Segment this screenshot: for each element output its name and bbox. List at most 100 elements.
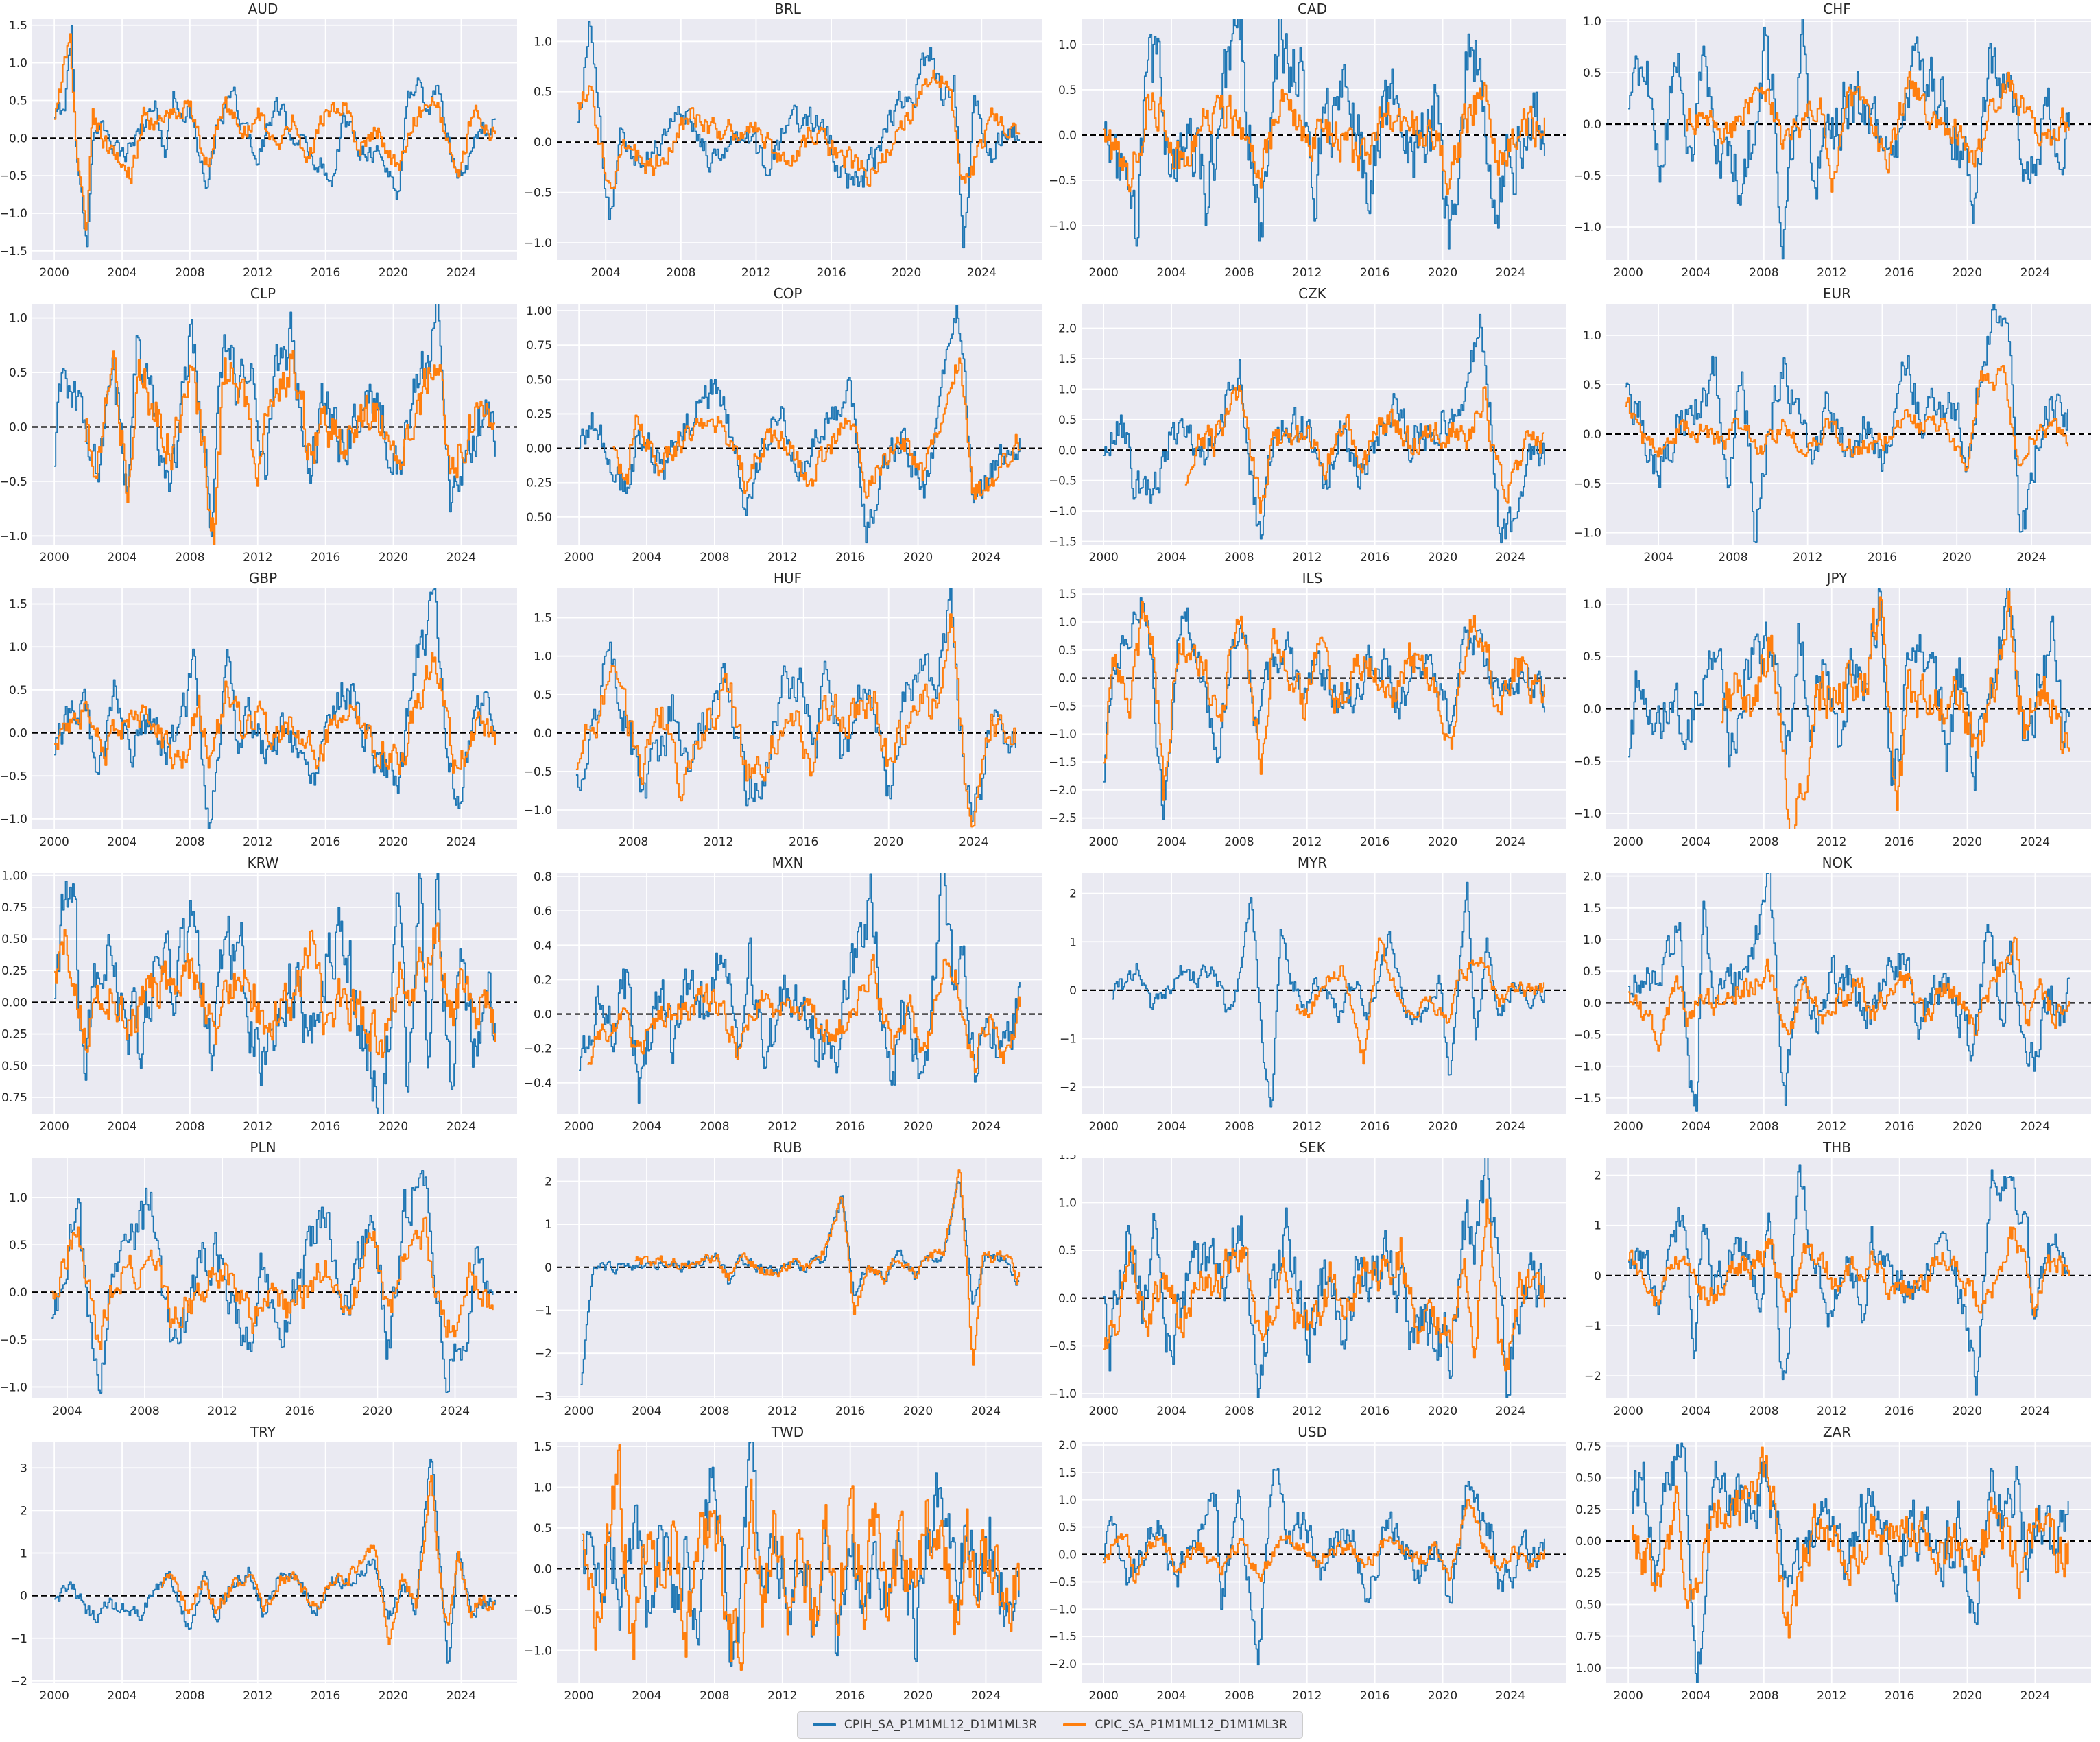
chart-plot: −1.0 −0.5 0.0 0.5 1.0 2000 2004 2008 2012 2016 202… [1, 304, 517, 564]
svg-text:2000: 2000 [40, 1689, 69, 1703]
chart: MXN −0.4 −0.2 0.0 0.2 0.4 0.6 0.8 2000 2004 2008 2… [525, 854, 1050, 1138]
svg-text:2012: 2012 [767, 551, 797, 564]
chart: GBP −1.0 −0.5 0.0 0.5 1.0 1.5 2000 2004 2008 2012… [1, 569, 525, 854]
svg-text:0.5: 0.5 [534, 1522, 552, 1536]
chart: RUB −3 −2 −1 0 1 2 2000 2004 2008 2012 2016 2020 202… [525, 1138, 1050, 1423]
svg-text:0.25: 0.25 [526, 407, 552, 421]
svg-text:2004: 2004 [107, 835, 136, 849]
svg-text:2008: 2008 [1224, 551, 1254, 564]
svg-text:−1: −1 [535, 1304, 552, 1318]
svg-text:−0.5: −0.5 [1050, 700, 1077, 713]
chart-title: KRW [247, 855, 279, 871]
svg-text:0.0: 0.0 [1583, 428, 1601, 442]
svg-text:−0.5: −0.5 [1, 475, 27, 489]
svg-text:2008: 2008 [175, 1120, 204, 1134]
chart-title: PLN [250, 1139, 276, 1156]
svg-text:0.4: 0.4 [534, 939, 552, 953]
svg-text:0.5: 0.5 [1058, 1244, 1077, 1258]
svg-text:−2.0: −2.0 [1050, 784, 1077, 798]
svg-text:0.0: 0.0 [9, 1286, 27, 1300]
svg-text:0.5: 0.5 [9, 366, 27, 380]
svg-text:2004: 2004 [1681, 266, 1710, 280]
svg-text:2020: 2020 [1428, 551, 1457, 564]
chart-title: RUB [773, 1139, 802, 1156]
svg-text:2020: 2020 [1953, 1405, 1982, 1418]
svg-text:2012: 2012 [1292, 551, 1322, 564]
svg-text:2020: 2020 [1953, 835, 1982, 849]
svg-text:2008: 2008 [700, 551, 729, 564]
svg-text:−1.00: −1.00 [1575, 1662, 1601, 1675]
svg-text:2016: 2016 [311, 835, 340, 849]
svg-text:2000: 2000 [40, 835, 69, 849]
chart: SEK −1.0 −0.5 0.0 0.5 1.0 1.5 2000 2004 2008 2012… [1050, 1138, 1575, 1423]
svg-text:2012: 2012 [767, 1405, 797, 1418]
svg-text:1.5: 1.5 [9, 19, 27, 33]
chart: EUR −1.0 −0.5 0.0 0.5 1.0 2004 2008 2012 2016 202… [1575, 285, 2099, 569]
svg-text:2012: 2012 [243, 266, 272, 280]
svg-text:−1.5: −1.5 [1, 245, 27, 259]
svg-text:2000: 2000 [1089, 1405, 1119, 1418]
svg-text:2000: 2000 [1614, 1405, 1643, 1418]
chart-title: CZK [1298, 285, 1326, 302]
chart-title: ILS [1302, 570, 1323, 586]
legend-item-cpic: CPIC_SA_P1M1ML12_D1M1ML3R [1063, 1718, 1287, 1732]
svg-text:2004: 2004 [632, 1689, 661, 1703]
svg-text:2008: 2008 [619, 835, 648, 849]
svg-text:2024: 2024 [446, 1689, 476, 1703]
svg-text:0.5: 0.5 [1583, 650, 1601, 664]
svg-text:−3: −3 [535, 1390, 552, 1404]
svg-text:2024: 2024 [959, 835, 988, 849]
svg-text:2012: 2012 [1292, 1405, 1322, 1418]
svg-text:2012: 2012 [1292, 835, 1322, 849]
svg-text:2004: 2004 [107, 551, 136, 564]
svg-text:2008: 2008 [175, 1689, 204, 1703]
svg-text:2: 2 [1069, 887, 1077, 901]
chart: ZAR −1.00 −0.75 −0.50 −0.25 0.00 0.25 0.50 0.75… [1575, 1423, 2099, 1708]
chart-title: THB [1823, 1139, 1851, 1156]
chart-plot: −2.0 −1.5 −1.0 −0.5 0.0 0.5 1.0 1.5 2.0 2000 2004 2… [1050, 1440, 1566, 1703]
svg-text:−1: −1 [1060, 1033, 1077, 1047]
svg-text:0.0: 0.0 [534, 1008, 552, 1022]
svg-text:2024: 2024 [2020, 835, 2050, 849]
svg-text:2024: 2024 [1496, 835, 1525, 849]
svg-text:−0.5: −0.5 [525, 187, 552, 200]
chart: MYR −2 −1 0 1 2 2000 2004 2008 2012 2016 2020 2024 [1050, 854, 1575, 1138]
svg-text:2012: 2012 [1817, 1405, 1846, 1418]
svg-text:2012: 2012 [243, 1120, 272, 1134]
svg-text:1.5: 1.5 [1583, 902, 1601, 916]
svg-text:2000: 2000 [1614, 1689, 1643, 1703]
svg-text:0.50: 0.50 [526, 373, 552, 387]
svg-text:2004: 2004 [1681, 835, 1710, 849]
svg-text:0: 0 [20, 1590, 27, 1603]
svg-text:0.5: 0.5 [1058, 414, 1077, 427]
chart: TRY −2 −1 0 1 2 3 2000 2004 2008 2012 2016 2020 2024 [1, 1423, 525, 1708]
chart-plot: −1.5 −1.0 −0.5 0.0 0.5 1.0 1.5 2000 2004 2008 2012… [1, 19, 517, 280]
svg-text:2020: 2020 [903, 1120, 933, 1134]
legend-label-cpih: CPIH_SA_P1M1ML12_D1M1ML3R [844, 1718, 1038, 1732]
svg-text:2012: 2012 [1292, 1689, 1322, 1703]
svg-text:1.5: 1.5 [1058, 1466, 1077, 1480]
svg-text:0.5: 0.5 [9, 1239, 27, 1252]
chart-plot: −1.0 −0.5 0.0 0.5 1.0 2000 2004 2008 2012 2016 202… [1575, 588, 2091, 849]
chart-title: SEK [1299, 1139, 1326, 1156]
svg-text:2024: 2024 [440, 1405, 470, 1418]
svg-text:2016: 2016 [311, 1689, 340, 1703]
svg-text:1.0: 1.0 [1583, 329, 1601, 343]
svg-text:−0.5: −0.5 [1575, 477, 1601, 491]
svg-text:2004: 2004 [52, 1405, 82, 1418]
chart: KRW −0.75 −0.50 −0.25 0.00 0.25 0.50 0.75 1.00 2… [1, 854, 525, 1138]
svg-text:0.75: 0.75 [1575, 1440, 1601, 1454]
svg-text:2016: 2016 [816, 266, 846, 280]
svg-text:2024: 2024 [2020, 1405, 2050, 1418]
svg-text:1.0: 1.0 [9, 641, 27, 654]
svg-text:2024: 2024 [1496, 1120, 1525, 1134]
chart-title: MXN [772, 855, 804, 871]
svg-text:1.0: 1.0 [9, 57, 27, 71]
svg-text:2004: 2004 [107, 1689, 136, 1703]
chart-plot: −3 −2 −1 0 1 2 2000 2004 2008 2012 2016 2020 2024 [535, 1158, 1042, 1418]
svg-text:1.5: 1.5 [1058, 588, 1077, 601]
svg-text:1: 1 [545, 1218, 552, 1232]
svg-text:−2.5: −2.5 [1050, 812, 1077, 826]
chart-plot: −2.5 −2.0 −1.5 −1.0 −0.5 0.0 0.5 1.0 1.5 2000 2004… [1050, 588, 1566, 849]
